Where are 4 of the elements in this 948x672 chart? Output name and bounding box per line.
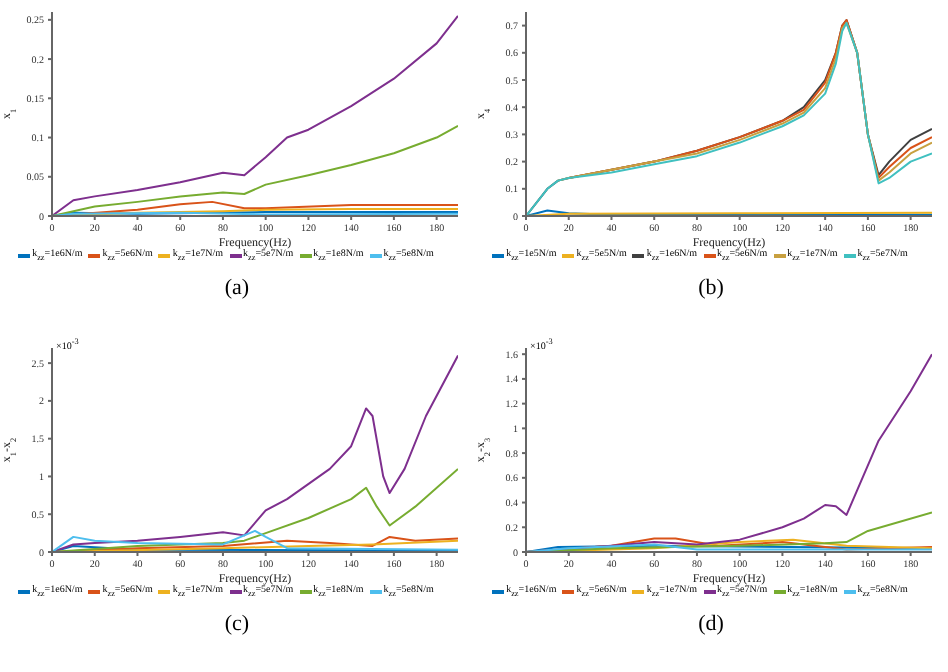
text: (b)	[696, 276, 726, 300]
text: (d)	[696, 612, 726, 636]
text: (c)	[222, 612, 252, 636]
text: (a)	[222, 276, 252, 300]
